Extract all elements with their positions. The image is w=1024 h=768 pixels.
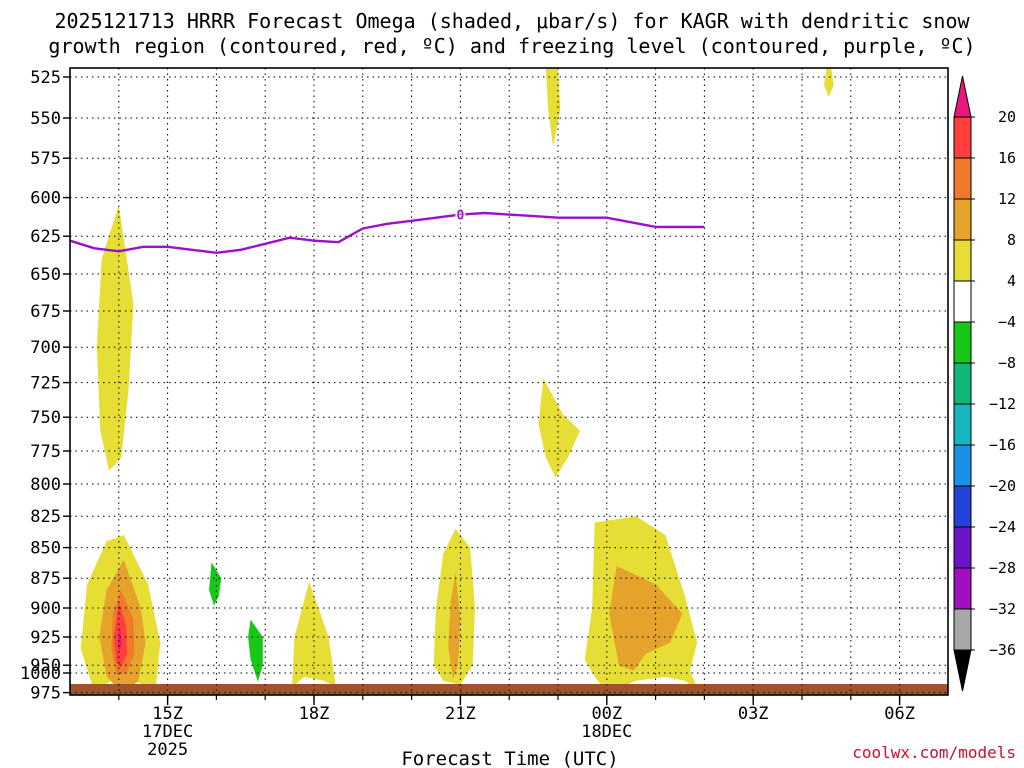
colorbar-segment-1 bbox=[953, 116, 972, 159]
y-tick-label-975: 975 bbox=[30, 684, 61, 704]
x-tick-year-15Z: 2025 bbox=[147, 740, 188, 760]
freezing-level-contour bbox=[69, 211, 705, 255]
colorbar-segment-11 bbox=[953, 526, 972, 569]
colorbar-segment-7 bbox=[953, 362, 972, 405]
colorbar-segment-3 bbox=[953, 198, 972, 241]
colorbar-top-triangle bbox=[953, 75, 972, 118]
colorbar-segment-9 bbox=[953, 444, 972, 487]
freezing-label-bg-0 bbox=[455, 206, 466, 223]
colorbar-label-11: −28 bbox=[989, 559, 1016, 577]
colorbar-label-7: −12 bbox=[989, 395, 1016, 413]
omega-region-6 bbox=[209, 562, 222, 606]
chart-title-line1: 2025121713 HRRR Forecast Omega (shaded, … bbox=[54, 9, 970, 33]
colorbar-label-10: −24 bbox=[989, 518, 1016, 536]
omega-region-5 bbox=[117, 625, 122, 652]
x-tick-label-03Z: 03Z bbox=[738, 704, 769, 724]
colorbar-label-4: 4 bbox=[1007, 272, 1016, 290]
omega-region-7 bbox=[248, 619, 263, 682]
y-tick-label-600: 600 bbox=[30, 189, 61, 209]
colorbar-segment-12 bbox=[953, 567, 972, 610]
colorbar-segment-4 bbox=[953, 239, 972, 282]
colorbar: 20 16 12 8 4 −4 −8 −12 −16 −20 −24 −28 −32 −36 bbox=[953, 75, 1016, 692]
chart-title-line2: growth region (contoured, red, ºC) and f… bbox=[48, 34, 975, 58]
colorbar-segment-6 bbox=[953, 321, 972, 364]
x-tick-date-00Z: 18DEC bbox=[581, 722, 632, 742]
y-tick-label-575: 575 bbox=[30, 149, 61, 169]
omega-region-10 bbox=[448, 572, 461, 679]
omega-region-15 bbox=[824, 68, 834, 97]
grid-lines bbox=[70, 68, 948, 695]
omega-region-11 bbox=[538, 378, 580, 478]
y-tick-label-525: 525 bbox=[30, 68, 61, 88]
freezing-contour-label-0: 0 bbox=[456, 209, 464, 224]
colorbar-segment-8 bbox=[953, 403, 972, 446]
y-tick-label-550: 550 bbox=[30, 109, 61, 129]
omega-region-12 bbox=[545, 68, 561, 147]
colorbar-label-5: −4 bbox=[998, 313, 1016, 331]
colorbar-label-6: −8 bbox=[998, 354, 1016, 372]
y-tick-label-700: 700 bbox=[30, 338, 61, 358]
colorbar-segment-2 bbox=[953, 157, 972, 200]
colorbar-label-1: 16 bbox=[998, 149, 1016, 167]
x-tick-label-21Z: 21Z bbox=[445, 704, 476, 724]
omega-region-0 bbox=[96, 205, 134, 471]
y-axis: 525 550 575 600 625 650 675 700 725 750 775 800 825 8… bbox=[20, 68, 70, 704]
colorbar-label-13: −36 bbox=[989, 641, 1016, 659]
x-tick-label-00Z: 00Z bbox=[591, 704, 622, 724]
colorbar-segment-13 bbox=[953, 608, 972, 651]
y-tick-label-875: 875 bbox=[30, 569, 61, 589]
y-tick-label-800: 800 bbox=[30, 475, 61, 495]
x-tick-label-15Z: 15Z bbox=[152, 704, 183, 724]
colorbar-label-3: 8 bbox=[1007, 231, 1016, 249]
y-tick-label-925: 925 bbox=[30, 628, 61, 648]
colorbar-label-0: 20 bbox=[998, 108, 1016, 126]
y-tick-label-725: 725 bbox=[30, 374, 61, 394]
colorbar-label-12: −32 bbox=[989, 600, 1016, 618]
colorbar-label-8: −16 bbox=[989, 436, 1016, 454]
y-tick-label-675: 675 bbox=[30, 302, 61, 322]
x-axis-label: Forecast Time (UTC) bbox=[401, 748, 618, 768]
freezing-contour-label-1: 0 bbox=[749, 0, 757, 4]
freezing-label-bg-1 bbox=[748, 0, 759, 16]
colorbar-label-9: −20 bbox=[989, 477, 1016, 495]
colorbar-segment-10 bbox=[953, 485, 972, 528]
x-tick-date-15Z: 17DEC bbox=[142, 722, 193, 742]
y-tick-label-825: 825 bbox=[30, 507, 61, 527]
y-tick-label-650: 650 bbox=[30, 265, 61, 285]
y-tick-label-900: 900 bbox=[30, 599, 61, 619]
y-tick-label-950: 950 bbox=[30, 656, 61, 676]
y-tick-label-850: 850 bbox=[30, 539, 61, 559]
colorbar-segment-5 bbox=[953, 280, 972, 323]
colorbar-label-2: 12 bbox=[998, 190, 1016, 208]
colorbar-bottom-triangle bbox=[953, 649, 972, 692]
x-tick-label-06Z: 06Z bbox=[884, 704, 915, 724]
x-tick-label-18Z: 18Z bbox=[299, 704, 330, 724]
y-tick-label-750: 750 bbox=[30, 408, 61, 428]
y-tick-label-625: 625 bbox=[30, 227, 61, 247]
y-tick-label-1000: 1000 bbox=[20, 664, 61, 684]
freezing-level-labels: 00 bbox=[455, 0, 759, 224]
credit-text: coolwx.com/models bbox=[852, 743, 1016, 762]
omega-region-8 bbox=[292, 581, 336, 688]
omega-shading-layer bbox=[80, 68, 834, 693]
omega-region-14 bbox=[609, 566, 683, 671]
y-tick-label-775: 775 bbox=[30, 442, 61, 462]
